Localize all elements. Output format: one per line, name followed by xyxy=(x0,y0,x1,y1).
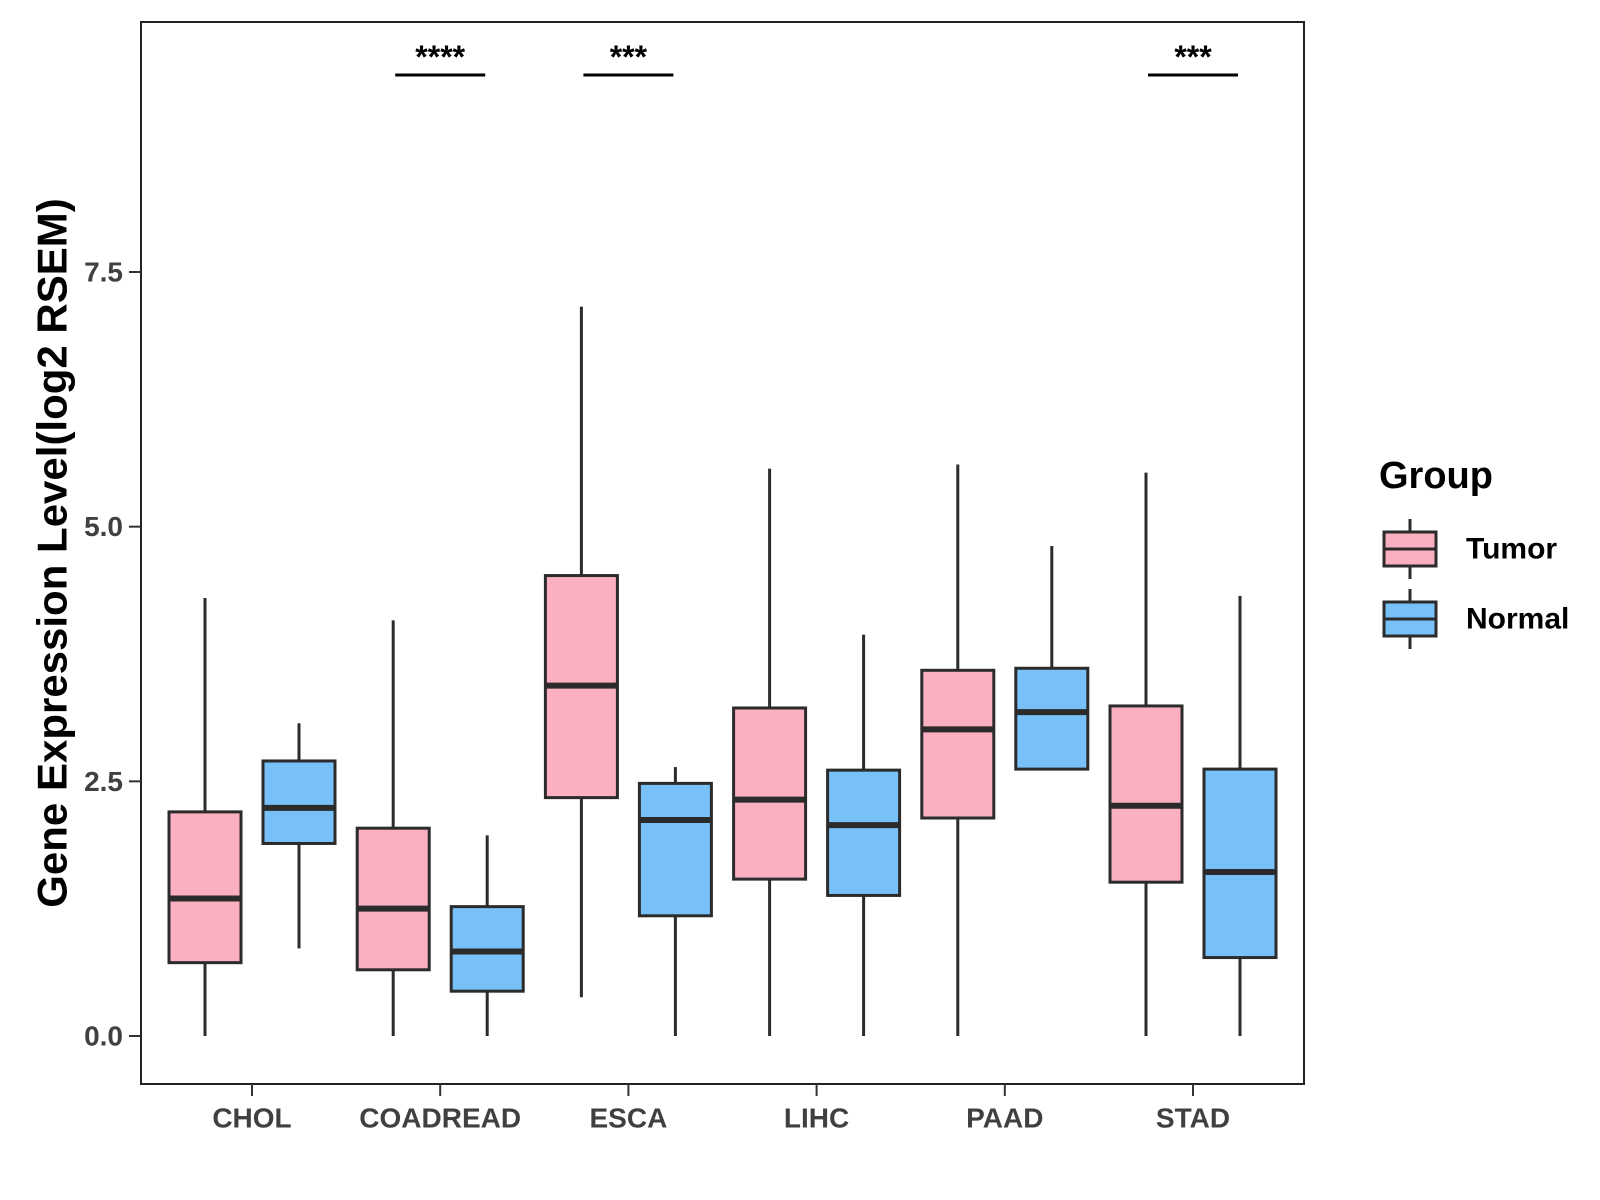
box-tumor-chol xyxy=(167,597,243,1036)
y-tick-label: 2.5 xyxy=(84,766,123,797)
box-tumor-lihc xyxy=(732,468,808,1036)
box-normal-esca xyxy=(637,767,713,1036)
box-body xyxy=(637,781,713,918)
box-body xyxy=(1014,666,1090,771)
box-normal-paad xyxy=(1014,546,1090,771)
box-tumor-esca xyxy=(543,306,619,998)
box-body xyxy=(261,759,337,845)
box-body xyxy=(732,706,808,881)
x-tick-label-esca: ESCA xyxy=(590,1103,668,1134)
box-body xyxy=(826,768,902,897)
y-axis-title: Gene Expression Level(log2 RSEM) xyxy=(29,198,76,908)
y-tick-label: 5.0 xyxy=(84,511,123,542)
legend-entry-normal: Normal xyxy=(1382,589,1569,649)
y-tick-label: 0.0 xyxy=(84,1021,123,1052)
legend-entry-tumor: Tumor xyxy=(1382,519,1557,579)
box-normal-stad xyxy=(1202,595,1278,1036)
y-tick-label: 7.5 xyxy=(84,257,123,288)
legend-title: Group xyxy=(1379,455,1493,497)
significance-label: *** xyxy=(1174,39,1212,75)
x-tick-label-stad: STAD xyxy=(1156,1103,1230,1134)
box-body xyxy=(355,826,431,972)
box-tumor-coadread xyxy=(355,620,431,1036)
legend: Group Tumor Normal xyxy=(1379,455,1569,649)
box-tumor-paad xyxy=(920,464,996,1036)
box-body xyxy=(1108,704,1184,884)
x-tick-label-chol: CHOL xyxy=(212,1103,291,1134)
box-body xyxy=(1202,767,1278,960)
x-tick-label-paad: PAAD xyxy=(966,1103,1043,1134)
box-normal-chol xyxy=(261,723,337,949)
x-tick-label-coadread: COADREAD xyxy=(359,1103,521,1134)
legend-label: Normal xyxy=(1466,603,1569,636)
y-axis: 0.0 2.5 5.0 7.5 xyxy=(84,257,141,1052)
boxes-layer xyxy=(167,306,1278,1036)
box-body xyxy=(167,810,243,965)
box-body xyxy=(920,668,996,820)
significance-label: *** xyxy=(610,39,648,75)
plot-panel-border xyxy=(140,21,1305,1085)
box-tumor-stad xyxy=(1108,472,1184,1036)
significance-label: **** xyxy=(415,39,465,75)
legend-label: Tumor xyxy=(1466,533,1557,566)
x-tick-label-lihc: LIHC xyxy=(784,1103,849,1134)
significance-annotations: **** *** *** xyxy=(395,39,1238,77)
box-normal-lihc xyxy=(826,634,902,1036)
x-axis: CHOL COADREAD ESCA LIHC PAAD STAD xyxy=(212,1084,1230,1134)
box-normal-coadread xyxy=(449,835,525,1036)
